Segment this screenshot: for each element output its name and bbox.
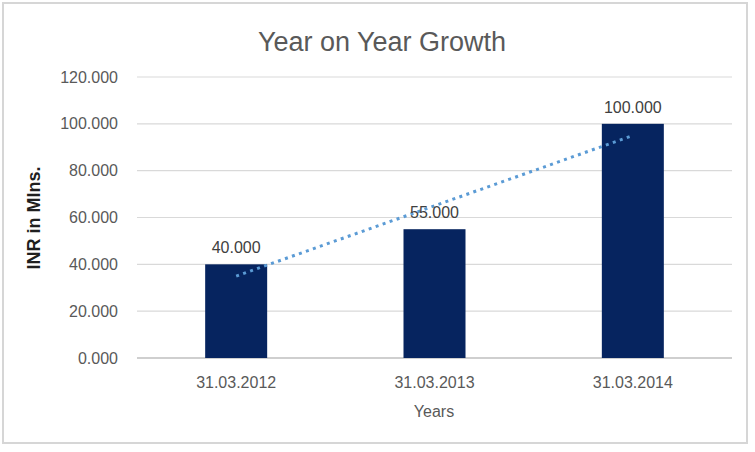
chart-canvas: 0.000 20.000 40.000 60.000 80.000 100.000 120.… [0, 0, 755, 452]
x-axis-title: Years [414, 403, 454, 420]
bar [205, 264, 267, 358]
y-axis-title: INR in Mlns. [24, 167, 44, 270]
y-tick-label: 40.000 [69, 256, 118, 273]
bar [404, 229, 466, 358]
bar [602, 124, 664, 358]
y-tick-label: 20.000 [69, 303, 118, 320]
x-category-label: 31.03.2014 [593, 374, 673, 391]
data-label: 100.000 [604, 99, 662, 116]
data-label: 55.000 [410, 204, 459, 221]
y-tick-label: 120.000 [60, 69, 118, 86]
y-tick-label: 80.000 [69, 162, 118, 179]
y-tick-label: 60.000 [69, 209, 118, 226]
year-on-year-growth-chart[interactable]: 0.000 20.000 40.000 60.000 80.000 100.000 120.… [0, 0, 755, 452]
y-tick-label: 100.000 [60, 115, 118, 132]
x-axis-category-labels: 31.03.2012 31.03.2013 31.03.2014 [196, 374, 673, 391]
data-label: 40.000 [212, 239, 261, 256]
x-category-label: 31.03.2013 [394, 374, 474, 391]
chart-title: Year on Year Growth [258, 27, 506, 57]
y-tick-label: 0.000 [78, 350, 118, 367]
x-category-label: 31.03.2012 [196, 374, 276, 391]
